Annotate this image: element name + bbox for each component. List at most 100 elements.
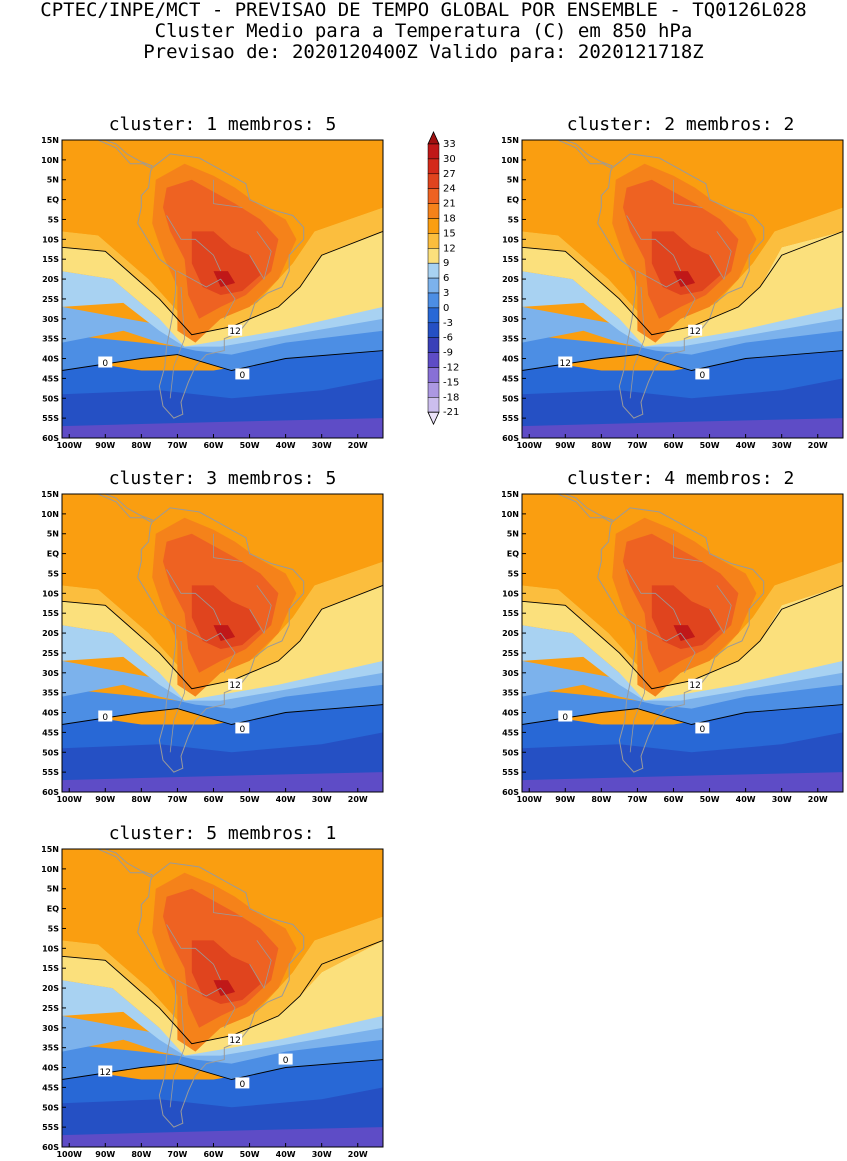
latitude-label: 40S [502,709,519,718]
latitude-label: 5N [47,530,59,539]
contour-label: 0 [283,1056,289,1066]
latitude-label: 15S [42,609,59,618]
contour-label-bg [278,1053,293,1065]
colorbar-label: 24 [443,184,456,195]
contour-label: 0 [699,371,705,381]
country-border [166,569,222,626]
latitude-label: 15S [502,255,519,264]
temperature-band [651,585,721,649]
coastline [522,140,614,169]
temperature-band [62,350,383,399]
latitude-label: 10N [41,156,59,165]
colorbar-label: 21 [443,199,456,210]
latitude-label: 15S [502,609,519,618]
colorbar-top-arrow [427,131,440,145]
coastline [137,507,305,773]
contour-label-bg [695,368,710,380]
longitude-label: 50W [700,795,720,804]
header-variable-line: Cluster Medio para a Temperatura (C) em … [154,20,693,42]
contour-label-bg [688,678,703,690]
temperature-band [62,1059,383,1108]
longitude-label: 80W [131,795,151,804]
colorbar-label: -12 [443,363,459,374]
colorbar-label: -9 [443,348,453,359]
country-border [177,270,236,319]
latitude-label: 50S [42,1103,59,1112]
map-frame [61,848,384,1148]
contour-label: 12 [560,359,571,369]
temperature-map: 12 0 0 15N 10N 5N EQ 5S 10S 15S 20S 25S 30S 35S 40S 45S… [41,136,384,450]
latitude-label: 15N [41,136,59,145]
longitude-label: 100W [56,441,82,450]
country-border [213,179,243,208]
colorbar-swatch [427,248,440,264]
longitude-label: 80W [131,441,151,450]
latitude-label: 15N [41,845,59,854]
temperature-band [522,271,843,347]
latitude-label: 10N [41,510,59,519]
longitude-label: 90W [95,1150,115,1157]
map-frame [521,139,844,439]
latitude-label: 30S [502,669,519,678]
colorbar-swatch [427,173,440,189]
contour-label: 0 [699,725,705,735]
longitude-label: 90W [95,441,115,450]
latitude-label: 40S [42,1064,59,1073]
longitude-label: 40W [276,795,296,804]
latitude-label: 40S [502,355,519,364]
temperature-band [62,207,383,335]
colorbar-swatch [427,337,440,353]
colorbar-swatch [427,292,440,309]
contour-0 [522,350,843,371]
contour-label-bg [235,722,250,734]
latitude-label: 50S [42,748,59,757]
latitude-label: 35S [42,1044,59,1053]
latitude-label: 50S [502,748,519,757]
longitude-label: 80W [131,1150,151,1157]
colorbar-swatch [427,262,440,279]
latitude-label: 35S [502,689,519,698]
latitude-label: 5N [507,176,519,185]
country-border [626,569,682,626]
latitude-label: 5S [48,569,60,578]
country-border [629,286,646,399]
temperature-band [62,271,383,347]
latitude-label: 15S [42,255,59,264]
colorbar-swatch [427,367,440,383]
coastline [137,153,305,419]
latitude-label: 60S [502,434,519,443]
colorbar-swatch [427,218,440,234]
longitude-label: 40W [736,795,756,804]
latitude-label: 35S [42,689,59,698]
latitude-label: 30S [42,315,59,324]
contour-label-bg [228,678,243,690]
longitude-label: 40W [276,1150,296,1157]
temperature-band [62,625,383,701]
colorbar-label: 9 [443,258,449,269]
colorbar-label: -15 [443,377,459,388]
map-panel-cluster-5: cluster: 5 membros: 1 12 12 0 0 15N 10N 5N EQ 5S… [0,817,400,1159]
country-border [629,640,646,753]
temperature-band [673,625,696,641]
coastline [597,507,765,773]
latitude-label: 25S [502,295,519,304]
colorbar-label: 6 [443,273,449,284]
latitude-label: 10S [502,235,519,244]
latitude-label: 10S [502,589,519,598]
longitude-label: 100W [56,795,82,804]
latitude-label: 55S [42,414,59,423]
longitude-label: 20W [348,441,368,450]
colorbar-label: 15 [443,228,456,239]
longitude-label: 60W [663,441,683,450]
longitude-label: 70W [627,795,647,804]
country-border [709,231,732,281]
colorbar-label: 0 [443,303,449,314]
latitude-label: 60S [502,788,519,797]
country-border [673,179,703,208]
latitude-label: 45S [42,1083,59,1092]
country-border [169,995,186,1108]
coastline [597,153,765,419]
latitude-label: 15N [501,490,519,499]
country-border [249,940,272,990]
colorbar-swatch [427,307,440,324]
